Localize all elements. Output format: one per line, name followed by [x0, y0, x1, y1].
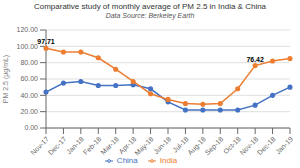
html-text:China: China [116, 156, 138, 165]
svg-text:120.00: 120.00 [17, 26, 39, 33]
html-text:Data Source: Berkeley Earth: Data Source: Berkeley Earth [105, 12, 195, 19]
svg-text:60.00: 60.00 [20, 75, 38, 82]
svg-text:40.00: 40.00 [20, 92, 38, 99]
svg-text:Jul-18: Jul-18 [171, 135, 190, 154]
svg-text:97.71: 97.71 [37, 38, 55, 45]
svg-text:Apr-18: Apr-18 [117, 135, 138, 156]
svg-text:May-18: May-18 [133, 135, 155, 157]
svg-text:Aug-18: Aug-18 [186, 135, 208, 157]
svg-text:Nov-17: Nov-17 [29, 135, 51, 157]
svg-text:0.00: 0.00 [24, 124, 38, 131]
svg-text:Jun-18: Jun-18 [152, 135, 172, 155]
svg-text:Dec-17: Dec-17 [47, 135, 68, 156]
svg-text:Oct-18: Oct-18 [222, 135, 242, 156]
svg-text:Mar-18: Mar-18 [99, 135, 120, 156]
html-text:Comparative study of monthly a: Comparative study of monthly average of … [33, 2, 267, 11]
svg-text:Dec-18: Dec-18 [256, 135, 277, 156]
svg-text:PM 2.5 (μg/mL): PM 2.5 (μg/mL) [8, 55, 10, 103]
svg-text:100.00: 100.00 [17, 43, 39, 50]
svg-text:Jan-18: Jan-18 [65, 135, 86, 156]
svg-text:Nov-18: Nov-18 [238, 135, 260, 157]
svg-text:76.42: 76.42 [246, 56, 264, 63]
svg-text:20.00: 20.00 [20, 108, 38, 115]
svg-text:80.00: 80.00 [20, 59, 38, 66]
svg-text:Feb-18: Feb-18 [82, 135, 103, 156]
svg-text:Jan-19: Jan-19 [274, 135, 292, 155]
svg-text:Sep-18: Sep-18 [204, 135, 226, 157]
html-text:India: India [159, 156, 178, 165]
